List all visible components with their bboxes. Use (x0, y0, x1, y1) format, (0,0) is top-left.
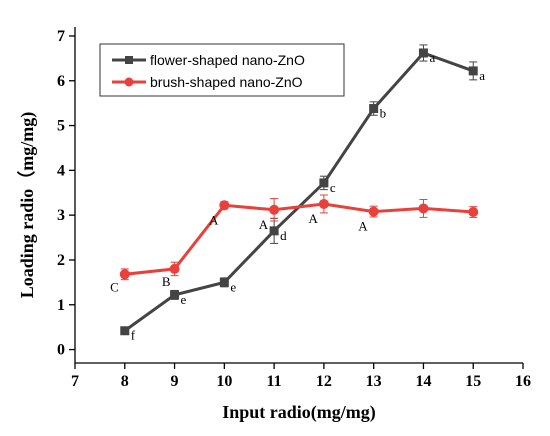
x-tick-label: 15 (465, 373, 481, 390)
data-point (169, 263, 180, 274)
x-tick-label: 16 (515, 373, 531, 390)
x-tick-label: 7 (71, 373, 79, 390)
data-point (219, 200, 230, 211)
data-point (418, 203, 429, 214)
x-axis-title: Input radio(mg/mg) (222, 402, 376, 423)
y-tick-label: 7 (57, 28, 65, 45)
legend-box (99, 43, 345, 97)
legend-marker-brush (124, 77, 134, 87)
data-point (219, 277, 229, 287)
data-point (368, 206, 379, 217)
legend: flower-shaped nano-ZnO brush-shaped nano… (99, 43, 345, 97)
point-label: C (110, 279, 119, 294)
y-tick-label: 5 (57, 118, 65, 135)
legend-label-brush: brush-shaped nano-ZnO (150, 74, 303, 90)
point-label: c (330, 180, 336, 195)
x-tick-label: 10 (216, 373, 232, 390)
y-tick-label: 3 (57, 207, 65, 224)
x-tick-label: 14 (415, 373, 431, 390)
point-label: A (358, 219, 368, 234)
x-tick-label: 11 (267, 373, 282, 390)
point-label: d (280, 228, 287, 243)
point-label: e (230, 279, 236, 294)
series-layer: f e e d c b a a C B A A A A (110, 44, 485, 343)
point-label: a (429, 50, 435, 65)
x-tick-label: 9 (171, 373, 179, 390)
data-point (318, 198, 329, 209)
data-point (170, 290, 180, 300)
y-tick-label: 6 (57, 73, 65, 90)
y-tick-label: 2 (57, 252, 65, 269)
x-tick-label: 13 (366, 373, 382, 390)
point-label: B (162, 274, 171, 289)
point-label: A (209, 212, 219, 227)
data-point (369, 104, 379, 114)
data-point (120, 326, 130, 336)
series-line (124, 202, 474, 276)
series-brush: C B A A A A (110, 194, 479, 294)
y-axis-title: Loading radio（mg/mg) (17, 112, 38, 299)
x-tick-label: 8 (121, 373, 129, 390)
data-point (269, 226, 279, 236)
data-point (319, 178, 329, 188)
point-label: A (259, 217, 269, 232)
data-point (119, 269, 130, 280)
data-point (269, 204, 280, 215)
legend-label-flower: flower-shaped nano-ZnO (150, 52, 305, 68)
point-label: e (181, 292, 187, 307)
point-label: a (479, 68, 485, 83)
point-label: f (131, 328, 136, 343)
legend-marker-flower (125, 56, 133, 64)
point-label: A (308, 211, 318, 226)
y-tick-label: 4 (57, 162, 65, 179)
x-tick-label: 12 (316, 373, 332, 390)
data-point (418, 48, 428, 58)
y-tick-label: 1 (57, 297, 65, 314)
point-label: b (380, 106, 387, 121)
data-point (468, 66, 478, 76)
data-point (468, 207, 479, 218)
y-tick-label: 0 (57, 342, 65, 359)
